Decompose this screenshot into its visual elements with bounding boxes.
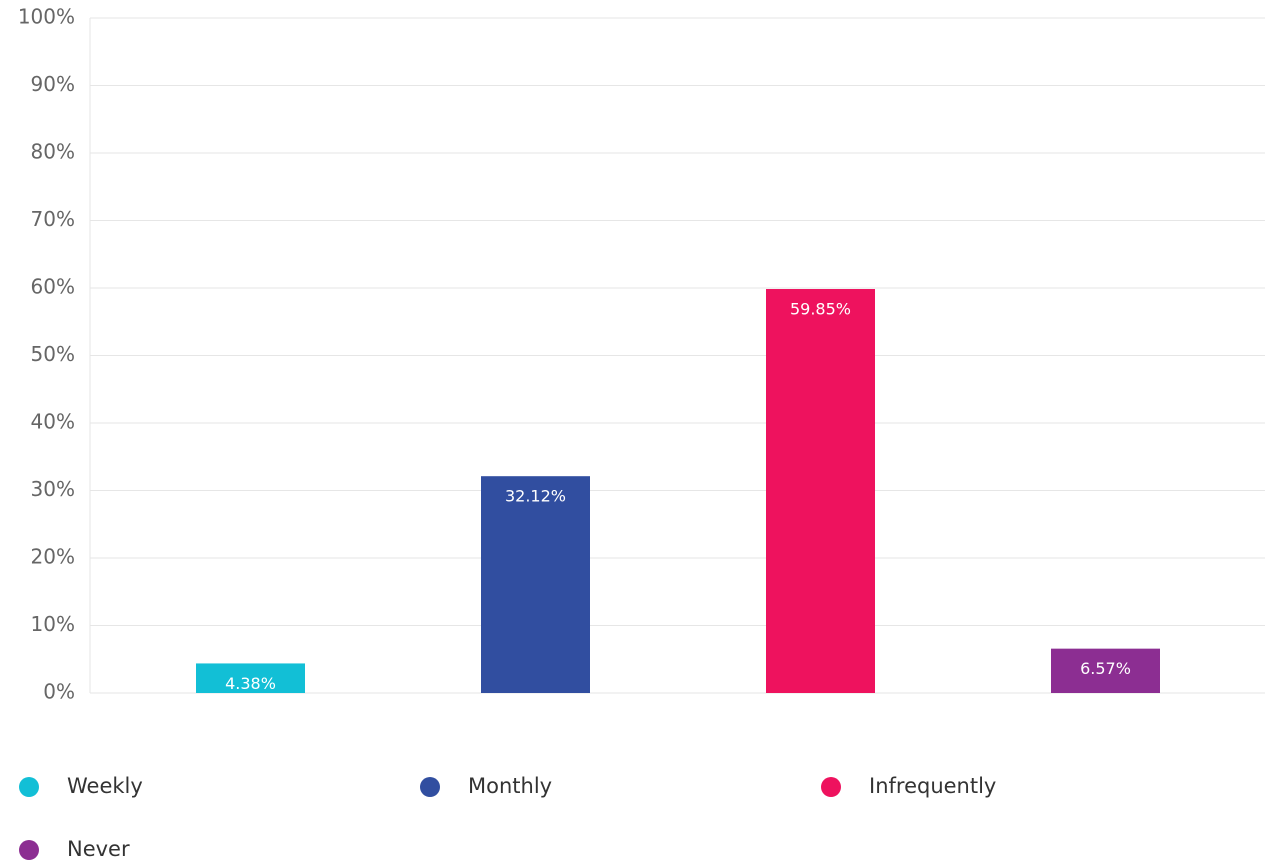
y-tick-label: 80% — [31, 140, 75, 164]
y-tick-label: 60% — [31, 275, 75, 299]
legend-marker — [19, 840, 39, 860]
bar — [196, 663, 305, 693]
value-label: 6.57% — [1080, 659, 1131, 678]
y-tick-label: 40% — [31, 410, 75, 434]
legend-marker — [420, 777, 440, 797]
legend-label: Monthly — [468, 774, 552, 798]
y-tick-label: 50% — [31, 342, 75, 366]
y-tick-label: 100% — [18, 5, 75, 29]
y-tick-label: 0% — [43, 680, 75, 704]
legend-label: Never — [67, 837, 130, 861]
bar — [766, 289, 875, 693]
y-tick-label: 70% — [31, 207, 75, 231]
legend-label: Infrequently — [869, 774, 996, 798]
legend-marker — [821, 777, 841, 797]
bar — [481, 476, 590, 693]
y-tick-label: 10% — [31, 612, 75, 636]
legend-label: Weekly — [67, 774, 143, 798]
value-label: 59.85% — [790, 300, 851, 319]
legend-marker — [19, 777, 39, 797]
value-label: 4.38% — [225, 674, 276, 693]
value-label: 32.12% — [505, 487, 566, 506]
y-tick-label: 20% — [31, 545, 75, 569]
bar — [1051, 648, 1160, 693]
y-tick-label: 90% — [31, 72, 75, 96]
y-tick-label: 30% — [31, 477, 75, 501]
